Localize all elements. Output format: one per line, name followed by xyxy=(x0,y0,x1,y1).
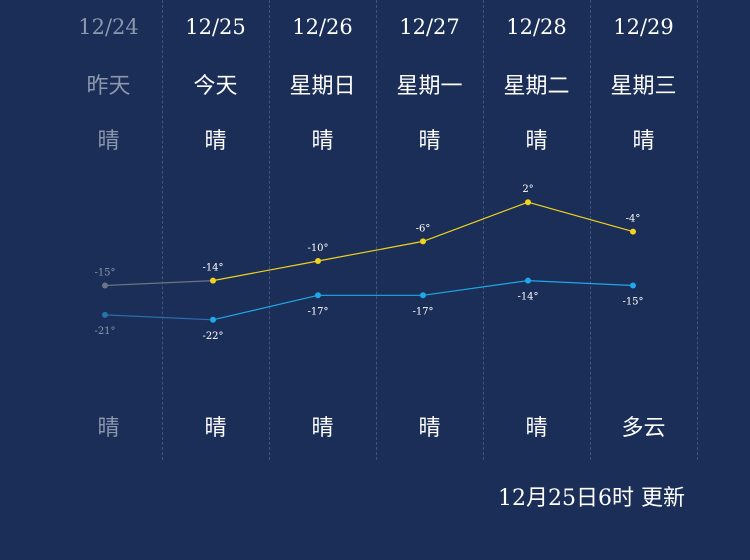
day-column-today: 12/25 今天 晴 晴 xyxy=(162,0,270,460)
day-weather: 晴 xyxy=(311,129,334,154)
weekday-label: 星期二 xyxy=(503,74,570,99)
night-weather: 晴 xyxy=(418,416,441,441)
date-label: 12/27 xyxy=(399,15,460,39)
night-weather: 多云 xyxy=(621,416,666,441)
night-weather: 晴 xyxy=(525,416,548,441)
night-weather: 晴 xyxy=(97,416,120,441)
update-time: 12月25日6时 更新 xyxy=(498,486,685,511)
date-label: 12/29 xyxy=(613,15,674,39)
weekday-label: 星期日 xyxy=(289,74,356,99)
weekday-label: 星期三 xyxy=(610,74,677,99)
day-column-tuesday: 12/28 星期二 晴 晴 xyxy=(483,0,591,460)
night-weather: 晴 xyxy=(204,416,227,441)
day-weather: 晴 xyxy=(418,129,441,154)
date-label: 12/26 xyxy=(292,15,353,39)
day-column-sunday: 12/26 星期日 晴 晴 xyxy=(269,0,377,460)
day-column-wednesday: 12/29 星期三 晴 多云 xyxy=(590,0,698,460)
day-weather: 晴 xyxy=(632,129,655,154)
date-label: 12/24 xyxy=(78,15,139,39)
day-weather: 晴 xyxy=(204,129,227,154)
day-column-monday: 12/27 星期一 晴 晴 xyxy=(376,0,484,460)
forecast-panel: 12/24 昨天 晴 晴 12/25 今天 晴 晴 12/26 星期日 晴 晴 … xyxy=(55,0,698,460)
day-column-yesterday: 12/24 昨天 晴 晴 xyxy=(55,0,163,460)
weekday-label: 星期一 xyxy=(396,74,463,99)
date-label: 12/25 xyxy=(185,15,246,39)
night-weather: 晴 xyxy=(311,416,334,441)
weekday-label: 今天 xyxy=(193,74,238,99)
date-label: 12/28 xyxy=(506,15,567,39)
day-weather: 晴 xyxy=(525,129,548,154)
weekday-label: 昨天 xyxy=(86,74,131,99)
day-weather: 晴 xyxy=(97,129,120,154)
